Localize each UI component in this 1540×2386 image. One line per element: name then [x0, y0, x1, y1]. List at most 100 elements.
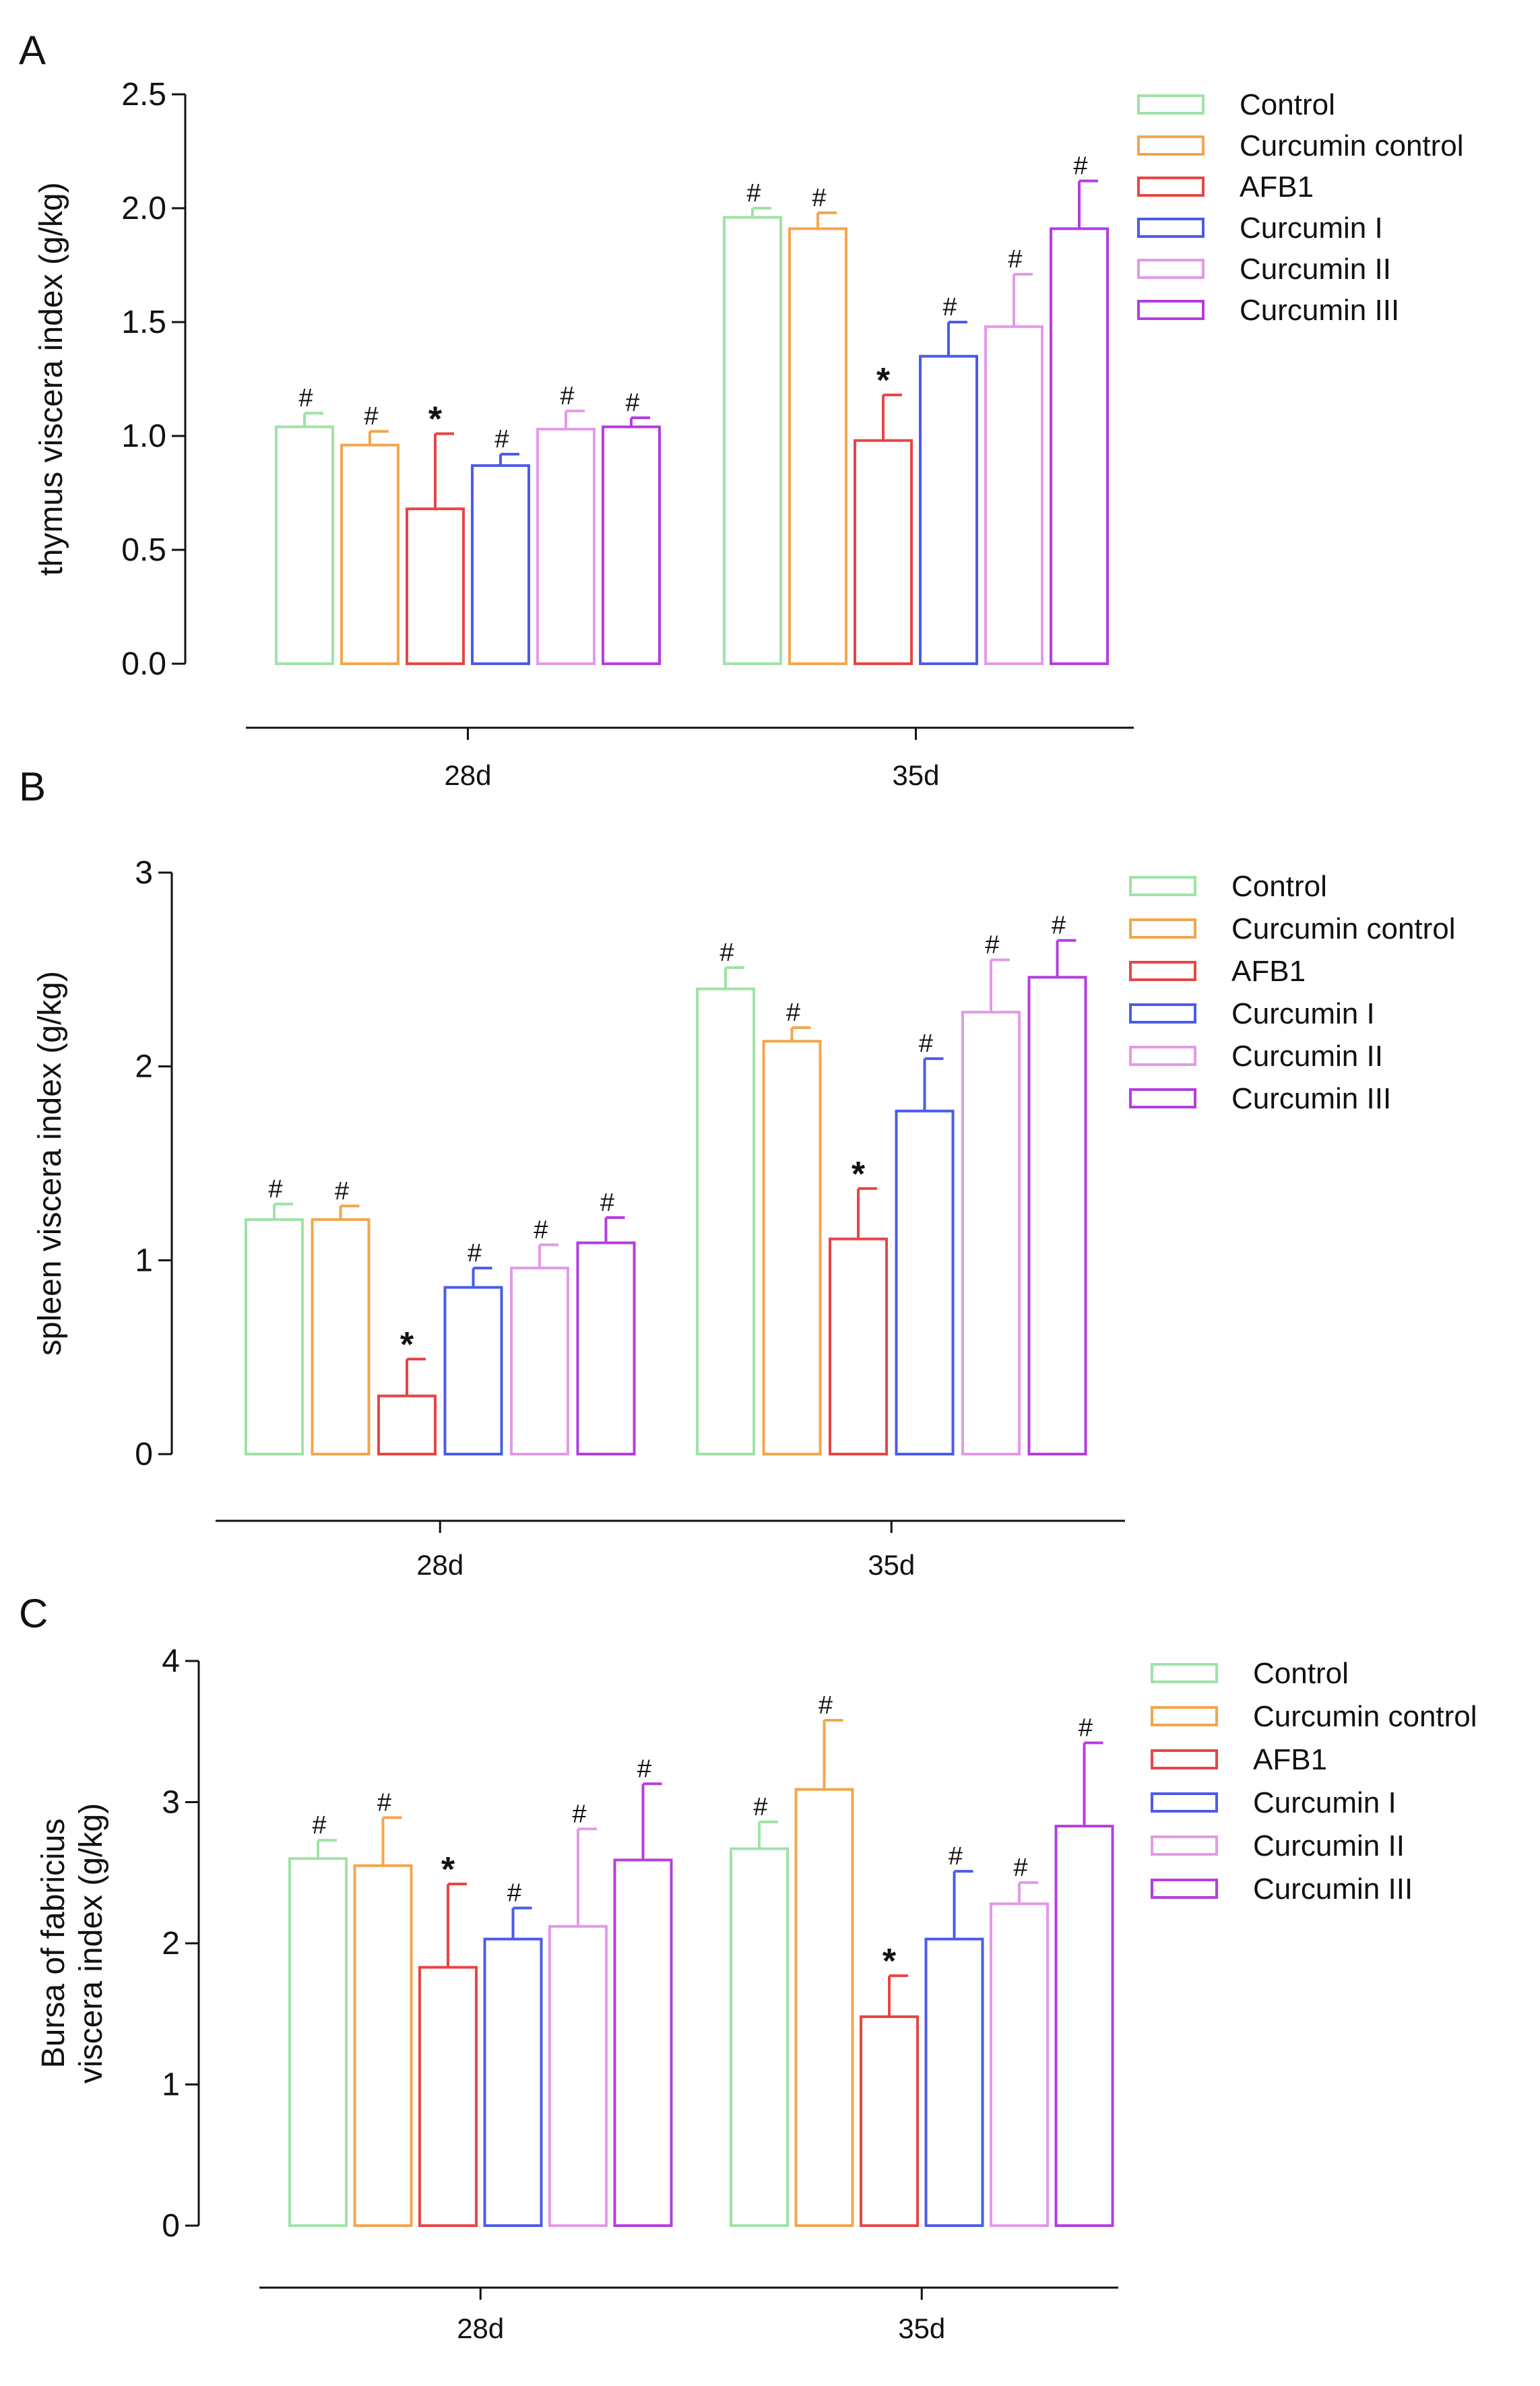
legend-label: Curcumin II: [1240, 253, 1391, 286]
legend-swatch: [1137, 218, 1205, 238]
significance-mark: *: [883, 1942, 897, 1981]
legend-label: Curcumin II: [1231, 1040, 1383, 1073]
legend-swatch: [1129, 1003, 1196, 1024]
legend-swatch: [1129, 876, 1196, 896]
bar: [1050, 227, 1109, 666]
y-tick-label: 0.0: [121, 646, 166, 682]
y-tick-label: 1.0: [121, 418, 166, 454]
legend-swatch: [1129, 1088, 1196, 1108]
legend-swatch: [1151, 1879, 1218, 1899]
bar: [340, 443, 399, 666]
bar: [418, 1966, 478, 2227]
bar: [275, 425, 334, 665]
significance-mark: *: [400, 1325, 414, 1364]
legend-swatch: [1137, 259, 1205, 279]
y-tick-label: 0: [135, 1437, 153, 1472]
bar: [762, 1040, 822, 1455]
significance-mark: #: [1073, 152, 1087, 180]
legend-label: Curcumin III: [1240, 294, 1399, 327]
panel-letter: C: [19, 1591, 48, 1636]
significance-mark: *: [852, 1155, 866, 1194]
legend-label: Curcumin I: [1240, 212, 1383, 245]
bar: [288, 1857, 348, 2228]
bar: [895, 1109, 955, 1455]
significance-mark: #: [468, 1239, 482, 1267]
significance-mark: #: [812, 184, 826, 212]
significance-mark: *: [441, 1850, 455, 1889]
y-tick-label: 1: [162, 2067, 180, 2103]
chart-panel-a: A 0.0 0.5 1.0 1.5 2.0 2.5 thymus viscera index …: [19, 28, 1464, 791]
bar: [602, 425, 661, 665]
bar: [924, 1937, 984, 2228]
bar: [443, 1286, 503, 1456]
bar: [548, 1924, 608, 2228]
significance-mark: #: [753, 1793, 767, 1821]
legend-label: AFB1: [1240, 170, 1314, 203]
bar: [483, 1937, 543, 2228]
bar: [311, 1218, 371, 1455]
significance-mark: *: [428, 400, 443, 439]
significance-mark: #: [298, 384, 313, 412]
legend-swatch: [1137, 177, 1205, 197]
legend: Control Curcumin control AFB1 Curcumin I Cur…: [1137, 88, 1464, 327]
legend-label: Curcumin I: [1253, 1786, 1397, 1819]
legend-swatch: [1151, 1749, 1218, 1769]
legend-swatch: [1129, 961, 1196, 981]
legend-label: Curcumin control: [1253, 1700, 1477, 1733]
legend-swatch: [1129, 918, 1196, 939]
legend-label: Curcumin III: [1231, 1082, 1391, 1115]
significance-mark: #: [1052, 912, 1066, 940]
significance-mark: #: [377, 1789, 391, 1817]
legend-swatch: [1151, 1792, 1218, 1813]
legend: Control Curcumin control AFB1 Curcumin I Cur…: [1129, 870, 1456, 1115]
bar: [1054, 1825, 1114, 2227]
legend-label: Curcumin control: [1231, 912, 1456, 945]
significance-mark: #: [1008, 245, 1022, 274]
significance-mark: #: [534, 1216, 548, 1244]
y-axis-title: spleen viscera index (g/kg): [32, 971, 68, 1356]
legend-label: Curcumin I: [1231, 997, 1375, 1030]
x-tick-label: 35d: [868, 1549, 915, 1581]
bar: [919, 354, 978, 665]
significance-mark: #: [364, 402, 378, 431]
bar: [377, 1394, 437, 1455]
bar: [984, 325, 1044, 665]
significance-mark: #: [949, 1842, 963, 1871]
y-tick-label: 2.5: [121, 77, 166, 113]
significance-mark: #: [312, 1811, 326, 1840]
legend-label: AFB1: [1253, 1743, 1327, 1776]
significance-mark: #: [560, 382, 574, 410]
significance-mark: *: [876, 361, 891, 400]
bar: [536, 427, 596, 665]
bar: [1027, 976, 1087, 1455]
bar: [794, 1788, 854, 2227]
x-tick-label: 35d: [898, 2313, 945, 2344]
significance-mark: #: [1079, 1714, 1093, 1743]
bar: [510, 1266, 569, 1455]
significance-mark: #: [625, 389, 639, 417]
x-tick-label: 28d: [457, 2313, 504, 2344]
legend: Control Curcumin control AFB1 Curcumin I Cur…: [1151, 1657, 1477, 1906]
x-tick-label: 28d: [444, 759, 491, 791]
bar: [990, 1902, 1049, 2228]
legend-swatch: [1137, 135, 1205, 156]
y-tick-label: 1: [135, 1243, 153, 1278]
significance-mark: #: [572, 1800, 586, 1828]
bar: [730, 1847, 789, 2227]
bar: [961, 1011, 1021, 1455]
significance-mark: #: [637, 1755, 651, 1783]
chart-panel-c: C 0 1 2 3 4 Bursa of fabricius viscera index (g…: [19, 1591, 1477, 2344]
significance-mark: #: [746, 179, 761, 208]
y-tick-label: 2: [135, 1049, 153, 1085]
y-tick-label: 2.0: [121, 191, 166, 226]
y-tick-label: 0.5: [121, 532, 166, 568]
y-tick-label: 1.5: [121, 305, 166, 340]
y-tick-label: 0: [162, 2208, 180, 2244]
bar: [696, 987, 755, 1455]
legend-swatch: [1151, 1663, 1218, 1683]
bar: [860, 2015, 919, 2227]
significance-mark: #: [719, 939, 734, 967]
panel-letter: A: [19, 28, 46, 73]
significance-mark: #: [985, 931, 999, 959]
